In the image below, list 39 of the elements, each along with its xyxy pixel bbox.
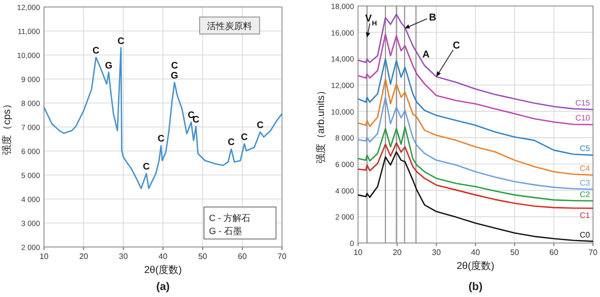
- annotation: C: [171, 60, 178, 72]
- annotation: G: [170, 70, 178, 82]
- y-axis-title: 强度（arb.units）: [315, 85, 327, 164]
- x-tick-label: 50: [198, 252, 208, 261]
- x-tick-label: 60: [238, 252, 248, 261]
- annotation: C: [240, 132, 248, 143]
- annotation: G: [104, 60, 112, 72]
- annotation: C: [452, 40, 460, 52]
- annotation: C: [142, 162, 150, 173]
- annotation: B: [428, 12, 436, 24]
- x-tick-label: 40: [471, 248, 480, 257]
- annotation: C: [192, 114, 200, 126]
- annotation: C: [256, 120, 264, 132]
- x-tick-label: 10: [354, 248, 363, 257]
- y-axis-title: 强度（cps）: [1, 99, 13, 155]
- x-tick-label: 30: [432, 248, 442, 257]
- x-tick-label: 70: [278, 252, 287, 261]
- annotation: V$_{H}$: [365, 14, 377, 28]
- x-tick-label: 20: [79, 252, 89, 261]
- annotation: C: [158, 134, 165, 145]
- x-axis-title: 2θ(度数): [144, 264, 182, 276]
- x-axis-title: 2θ(度数): [456, 260, 494, 272]
- annotation: G - 石墨: [209, 226, 242, 236]
- x-tick-label: 50: [510, 248, 520, 257]
- annotation: A: [422, 50, 430, 60]
- x-tick-label: 60: [549, 248, 559, 257]
- text: 活性炭原料: [207, 21, 252, 31]
- x-tick-label: 10: [40, 252, 49, 261]
- text: (a): [156, 281, 170, 293]
- picture-key-box: C - 方解石 G - 石墨: [204, 206, 276, 240]
- annotation: C: [92, 45, 100, 56]
- annotation: C: [118, 36, 125, 47]
- annotation: C: [228, 137, 235, 148]
- text: (b): [468, 281, 483, 293]
- x-tick-label: 70: [588, 248, 598, 257]
- x-tick-label: 30: [118, 252, 128, 261]
- x-tick-label: 40: [158, 252, 168, 261]
- x-tick-label: 20: [392, 248, 402, 257]
- annotation: C - 方解石: [209, 213, 250, 223]
